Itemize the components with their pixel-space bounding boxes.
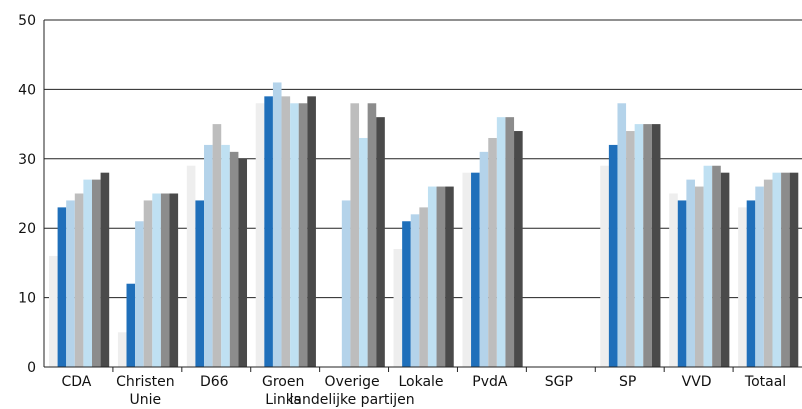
- bar: [221, 144, 230, 367]
- bar: [703, 165, 713, 367]
- x-category-label: PvdA: [472, 374, 508, 390]
- bar: [677, 200, 687, 367]
- bar: [694, 186, 704, 367]
- bar: [341, 200, 351, 367]
- bar: [763, 179, 773, 367]
- bar: [600, 165, 609, 367]
- bar: [92, 179, 101, 367]
- bar: [100, 172, 110, 367]
- bar: [195, 200, 205, 367]
- bar: [212, 124, 222, 367]
- bar: [298, 103, 308, 367]
- bar: [272, 82, 282, 368]
- bar: [393, 249, 403, 367]
- x-category-label: Groen: [262, 374, 304, 390]
- bar: [419, 207, 428, 367]
- y-tick-label: 20: [18, 221, 36, 237]
- bar: [789, 172, 799, 367]
- x-category-label: Totaal: [744, 374, 786, 390]
- y-axis-tick-labels: 0 10 20 30 40 50: [18, 13, 36, 376]
- y-tick-label: 10: [18, 291, 36, 307]
- bar: [738, 207, 747, 367]
- bar: [781, 172, 790, 367]
- bar: [83, 179, 92, 367]
- y-tick-label: 40: [18, 82, 36, 98]
- bar: [462, 172, 472, 367]
- bar: [755, 186, 764, 367]
- bar: [160, 193, 170, 367]
- bar: [669, 193, 678, 367]
- x-axis-category-labels: CDA Christen Unie D66 Groen Links Overige lande…: [62, 374, 787, 408]
- bar: [402, 221, 411, 367]
- bar: [143, 200, 153, 367]
- bar: [359, 137, 368, 367]
- bar: [651, 124, 661, 367]
- bar: [445, 186, 454, 367]
- bar: [49, 255, 58, 367]
- bar: [152, 193, 161, 367]
- bar: [307, 96, 316, 367]
- y-tick-label: 50: [18, 13, 36, 29]
- bar-series-group: [49, 82, 799, 368]
- bar: [436, 186, 446, 367]
- bar: [117, 332, 127, 367]
- bar: [427, 186, 437, 367]
- bar: [488, 137, 497, 367]
- bar: [135, 221, 144, 367]
- x-category-label: D66: [200, 374, 229, 390]
- x-category-label: landelijke partijen: [290, 392, 415, 408]
- bar: [643, 124, 652, 367]
- x-category-label: SGP: [545, 374, 573, 390]
- axes: [43, 20, 802, 372]
- bar: [57, 207, 67, 367]
- bar: [66, 200, 75, 367]
- bar: [772, 172, 782, 367]
- bar: [290, 103, 299, 367]
- x-category-label: Overige: [325, 374, 380, 390]
- bar: [712, 165, 721, 367]
- bar: [410, 214, 420, 367]
- bar: [350, 103, 360, 367]
- bar: [74, 193, 84, 367]
- x-category-label: SP: [619, 374, 636, 390]
- y-tick-label: 30: [18, 152, 36, 168]
- bar: [514, 131, 523, 367]
- bar: [169, 193, 179, 367]
- x-category-label: Lokale: [398, 374, 443, 390]
- bar: [505, 117, 515, 367]
- bar: [617, 103, 627, 367]
- bar: [255, 103, 265, 367]
- bar: [238, 158, 248, 367]
- bar: [746, 200, 756, 367]
- bar: [608, 144, 618, 367]
- bar: [471, 172, 480, 367]
- bar: [281, 96, 291, 367]
- bar: [720, 172, 730, 367]
- bar: [376, 117, 385, 367]
- x-category-label: Christen: [116, 374, 175, 390]
- bar: [686, 179, 695, 367]
- bar: [634, 124, 644, 367]
- bar: [126, 283, 136, 367]
- x-category-label: Links: [265, 392, 301, 408]
- bar: [186, 165, 196, 367]
- bar: [204, 144, 213, 367]
- x-category-label: Unie: [130, 392, 162, 408]
- x-category-label: VVD: [682, 374, 712, 390]
- bar: [264, 96, 273, 367]
- bar: [626, 131, 635, 367]
- bar: [496, 117, 506, 367]
- bar: [229, 151, 239, 367]
- bar: [367, 103, 377, 367]
- y-tick-label: 0: [27, 360, 36, 376]
- bar: [479, 151, 489, 367]
- x-category-label: CDA: [62, 374, 92, 390]
